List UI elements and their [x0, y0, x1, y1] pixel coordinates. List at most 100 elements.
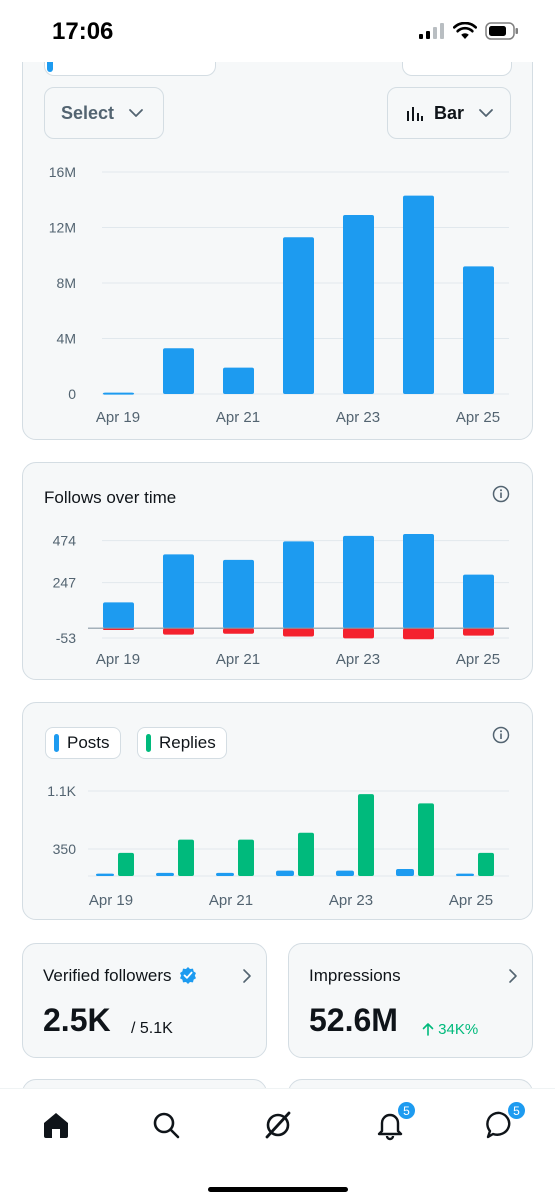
chevron-down-icon	[129, 109, 143, 117]
bar	[283, 237, 314, 394]
legend-replies-label: Replies	[159, 733, 216, 752]
bar	[103, 392, 134, 395]
bar	[343, 215, 374, 394]
status-icons	[419, 22, 519, 40]
y-tick-label: 0	[68, 386, 76, 402]
bar	[163, 348, 194, 394]
bar-replies	[418, 803, 434, 876]
bar-replies	[118, 852, 134, 876]
impressions-chart-svg: 16M 12M 8M 4M 0 Apr 19 Apr 21 Apr 23 Apr 25	[49, 164, 509, 426]
legend-swatch	[54, 734, 59, 752]
y-tick-label: 4M	[57, 331, 76, 347]
bar-replies	[238, 839, 254, 876]
verified-badge-icon	[180, 967, 197, 984]
tab-search[interactable]	[150, 1109, 182, 1141]
bar-negative	[223, 628, 254, 634]
chart-type-dropdown[interactable]: Bar	[387, 87, 511, 139]
verified-followers-card[interactable]: Verified followers 2.5K / 5.1K	[22, 943, 267, 1058]
posts-replies-chart-svg: 1.1K 350 Apr 19 Apr 21 Apr 23 Apr 25	[47, 783, 509, 909]
bell-icon	[377, 1113, 403, 1141]
x-tick-label: Apr 19	[89, 892, 133, 909]
verified-followers-label: Verified followers	[43, 966, 197, 986]
tab-messages[interactable]: 5	[484, 1101, 526, 1141]
bar-chart-icon	[407, 107, 423, 121]
x-tick-label: Apr 25	[449, 892, 493, 909]
chevron-right-icon	[243, 969, 251, 983]
y-tick-label: 247	[53, 575, 77, 591]
follows-chart-card: Follows over time	[22, 462, 533, 680]
impressions-delta: 34K%	[422, 1021, 478, 1038]
posts-replies-chart: 1.1K 350 Apr 19 Apr 21 Apr 23 Apr 25	[22, 775, 533, 920]
bar-positive	[103, 602, 134, 629]
bar-posts	[396, 869, 414, 876]
bar-negative	[283, 628, 314, 637]
x-tick-label: Apr 23	[329, 892, 373, 909]
y-tick-label: 12M	[49, 220, 76, 236]
battery-icon	[485, 22, 518, 40]
bar-replies	[178, 839, 194, 876]
impressions-card[interactable]: Impressions 52.6M 34K%	[288, 943, 533, 1058]
bar-positive	[163, 554, 194, 629]
bar-positive	[403, 534, 434, 629]
info-icon[interactable]	[492, 726, 510, 744]
y-tick-label: -53	[56, 630, 76, 646]
bar-replies	[478, 852, 494, 876]
messages-icon	[486, 1111, 511, 1139]
x-tick-label: Apr 19	[96, 409, 140, 426]
bar-posts	[216, 872, 234, 876]
bar-replies	[298, 832, 314, 876]
bar-positive	[463, 574, 494, 629]
bar-negative	[403, 628, 434, 640]
legend-replies[interactable]: Replies	[137, 727, 227, 759]
messages-badge: 5	[507, 1101, 526, 1120]
follows-chart-svg: 474 247 -53 Apr 19 Apr 21 Apr 23 Apr 25	[53, 533, 509, 668]
legend-posts-label: Posts	[67, 733, 110, 752]
x-tick-label: Apr 21	[216, 409, 260, 426]
legend-swatch	[146, 734, 151, 752]
posts-replies-chart-card: Posts Replies	[22, 702, 533, 920]
y-tick-label: 8M	[57, 275, 76, 291]
bar	[403, 195, 434, 394]
home-indicator	[208, 1187, 348, 1192]
x-tick-label: Apr 25	[456, 651, 500, 668]
follows-title: Follows over time	[44, 488, 177, 507]
verified-followers-total: / 5.1K	[131, 1020, 173, 1037]
legend-posts[interactable]: Posts	[45, 727, 121, 759]
bar-positive	[343, 535, 374, 629]
y-tick-label: 350	[53, 841, 77, 857]
info-icon[interactable]	[492, 485, 510, 503]
bar-posts	[336, 870, 354, 876]
chevron-down-icon	[479, 109, 493, 117]
arrow-up-icon	[422, 1023, 434, 1036]
impressions-label: Impressions	[309, 966, 401, 985]
x-tick-label: Apr 21	[209, 892, 253, 909]
bar-posts	[456, 873, 474, 876]
select-label: Select	[61, 102, 115, 123]
select-dropdown[interactable]: Select	[44, 87, 164, 139]
y-tick-label: 474	[53, 533, 77, 549]
verified-followers-value: 2.5K	[43, 1002, 111, 1038]
cellular-signal-icon	[419, 23, 444, 39]
bar-positive	[283, 541, 314, 629]
tab-grok[interactable]	[262, 1109, 294, 1141]
x-tick-label: Apr 23	[336, 409, 380, 426]
bar-positive	[223, 559, 254, 629]
bar-posts	[156, 872, 174, 876]
bar-posts	[276, 870, 294, 876]
grok-icon	[265, 1111, 291, 1139]
x-tick-label: Apr 21	[216, 651, 260, 668]
bar	[463, 266, 494, 394]
bar	[223, 367, 254, 394]
impressions-value: 52.6M	[309, 1002, 398, 1038]
bar-negative	[163, 628, 194, 635]
tab-home[interactable]	[40, 1109, 72, 1141]
bar-posts	[96, 873, 114, 876]
x-tick-label: Apr 19	[96, 651, 140, 668]
x-tick-label: Apr 25	[456, 409, 500, 426]
home-icon	[44, 1113, 68, 1138]
wifi-icon	[453, 22, 477, 39]
tab-notifications[interactable]: 5	[374, 1101, 416, 1141]
bar-negative	[343, 628, 374, 639]
y-tick-label: 1.1K	[47, 783, 76, 799]
follows-chart: 474 247 -53 Apr 19 Apr 21 Apr 23 Apr 25	[22, 520, 533, 680]
